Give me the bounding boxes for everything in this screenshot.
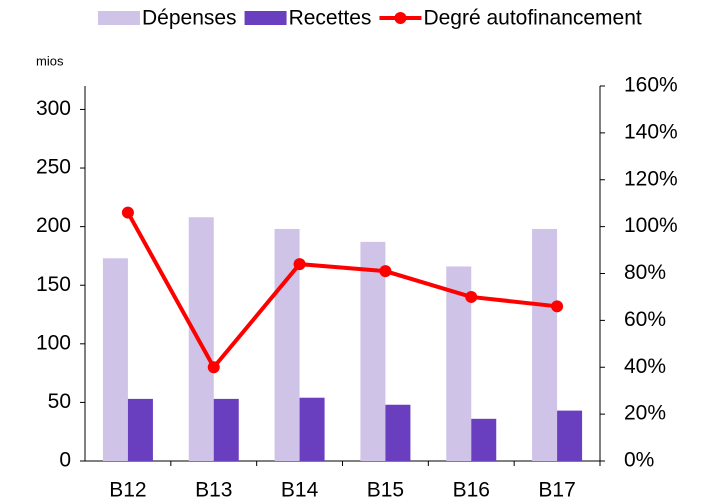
line-point: [551, 300, 564, 313]
y2-tick-label: 100%: [624, 214, 678, 237]
bar: [557, 410, 583, 461]
y2-tick-label: 0%: [624, 449, 654, 472]
x-tick-label: B16: [453, 479, 490, 502]
y2-tick-label: 160%: [624, 74, 678, 97]
legend-label: Dépenses: [142, 7, 237, 30]
bar: [102, 258, 128, 461]
y-tick-label: 50: [48, 390, 71, 413]
line-point: [379, 265, 392, 278]
x-tick-label: B12: [109, 479, 146, 502]
line-point: [207, 361, 220, 374]
y-tick-label: 100: [36, 331, 71, 354]
y-axis-label: mios: [36, 53, 64, 68]
bar: [127, 398, 153, 461]
x-tick-label: B14: [281, 479, 319, 502]
y2-tick-label: 80%: [624, 261, 666, 284]
bar: [532, 228, 558, 461]
line-point: [121, 206, 134, 219]
y-tick-label: 0: [59, 449, 71, 472]
y2-tick-label: 140%: [624, 120, 678, 143]
y2-tick-label: 60%: [624, 308, 666, 331]
legend-swatch: [244, 11, 287, 25]
x-tick-label: B17: [538, 479, 575, 502]
y-tick-label: 300: [36, 97, 71, 120]
y-tick-label: 250: [36, 156, 71, 179]
bar: [299, 397, 325, 461]
legend-swatch: [98, 11, 140, 25]
bar: [188, 217, 214, 461]
y-tick-label: 150: [36, 273, 71, 296]
x-tick-label: B13: [195, 479, 232, 502]
y2-tick-label: 40%: [624, 355, 666, 378]
bar: [360, 241, 386, 461]
line-point: [293, 258, 306, 271]
x-tick-label: B15: [367, 479, 404, 502]
legend-label: Recettes: [289, 7, 372, 30]
line: [126, 211, 558, 371]
legend-swatch: [394, 12, 407, 24]
bar: [385, 404, 411, 461]
legend-label: Degré autofinancement: [423, 7, 641, 30]
line-point: [465, 290, 478, 303]
y2-tick-label: 120%: [624, 167, 678, 190]
bar: [213, 398, 239, 461]
y-tick-label: 200: [36, 214, 71, 237]
y2-tick-label: 20%: [624, 402, 666, 425]
bar: [471, 418, 497, 461]
